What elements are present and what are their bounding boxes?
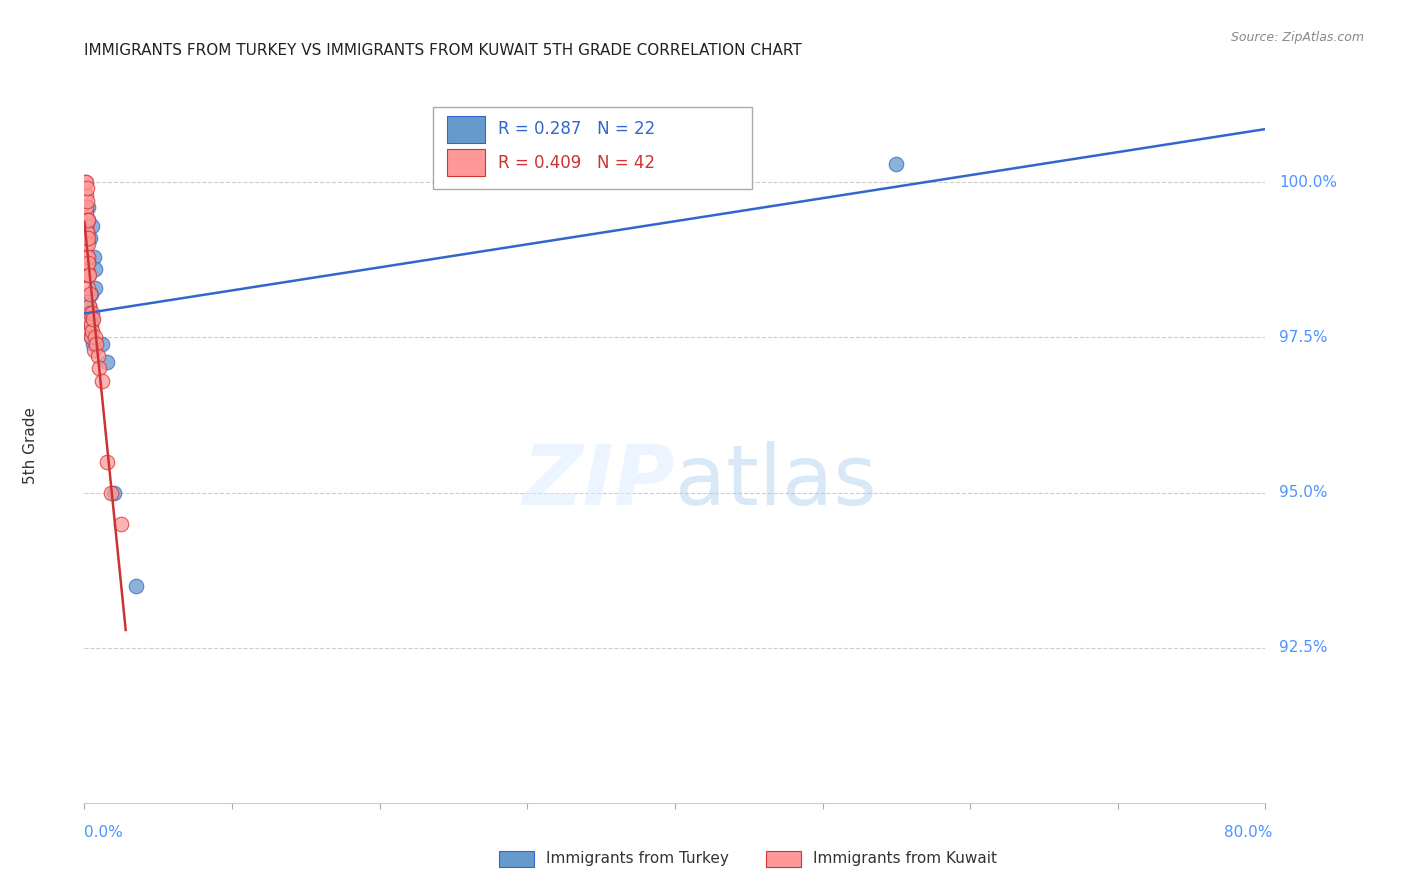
Point [80,287,103,301]
Point [82,324,104,338]
Point [77,281,100,295]
Point [76,262,98,277]
Point [80,318,103,332]
Point [91,336,114,351]
Point [100,485,122,500]
Point [76,194,98,208]
Bar [447,149,485,177]
Point [103,485,125,500]
Text: 80.0%: 80.0% [1225,825,1272,840]
Text: 100.0%: 100.0% [1279,175,1337,190]
Point [75,175,97,189]
Point [82,219,104,233]
Point [84,262,107,277]
Text: ZIP: ZIP [522,442,675,522]
Point [77,212,100,227]
Point [75,225,97,239]
Point [76,231,98,245]
FancyBboxPatch shape [433,107,752,189]
Point [77,268,100,283]
Point [84,336,107,351]
Point [77,256,100,270]
Text: 92.5%: 92.5% [1279,640,1327,655]
Point [79,318,101,332]
Point [76,250,98,264]
Point [96,454,118,468]
Text: R = 0.409   N = 42: R = 0.409 N = 42 [498,153,655,171]
Bar [447,116,485,143]
Point [77,268,100,283]
Point [76,268,98,283]
Point [79,231,101,245]
Point [80,305,103,319]
Point [82,311,104,326]
Point [75,206,97,220]
Point [110,516,132,531]
Point [83,343,105,357]
Point [86,349,108,363]
Point [77,324,100,338]
Text: IMMIGRANTS FROM TURKEY VS IMMIGRANTS FROM KUWAIT 5TH GRADE CORRELATION CHART: IMMIGRANTS FROM TURKEY VS IMMIGRANTS FRO… [84,43,801,58]
Text: Immigrants from Turkey: Immigrants from Turkey [546,852,728,866]
Point [79,330,101,344]
Point [82,336,104,351]
Point [77,250,100,264]
Point [125,579,148,593]
Point [75,237,97,252]
Point [75,175,97,189]
Point [79,287,101,301]
Text: Immigrants from Kuwait: Immigrants from Kuwait [813,852,997,866]
Point [75,219,97,233]
Point [77,299,100,313]
Text: 95.0%: 95.0% [1279,485,1327,500]
Text: Source: ZipAtlas.com: Source: ZipAtlas.com [1230,31,1364,45]
Point [76,181,98,195]
Point [77,200,100,214]
Point [76,237,98,252]
Text: R = 0.287   N = 22: R = 0.287 N = 22 [498,120,655,138]
Point [83,250,105,264]
Point [80,311,103,326]
Point [75,200,97,214]
Point [77,299,100,313]
Point [77,311,100,326]
Point [83,281,105,295]
Text: 97.5%: 97.5% [1279,330,1327,345]
Point [76,225,98,239]
Point [83,330,105,344]
Point [75,187,97,202]
Point [79,305,101,319]
Point [79,324,101,338]
Point [87,361,111,376]
Point [76,311,98,326]
Point [96,355,118,369]
Point [91,374,114,388]
Text: atlas: atlas [675,442,876,522]
Point [886,156,908,170]
Point [77,231,100,245]
Point [76,225,98,239]
Text: 5th Grade: 5th Grade [24,408,38,484]
Point [76,212,98,227]
Point [79,330,101,344]
Point [76,212,98,227]
Text: 0.0%: 0.0% [84,825,124,840]
